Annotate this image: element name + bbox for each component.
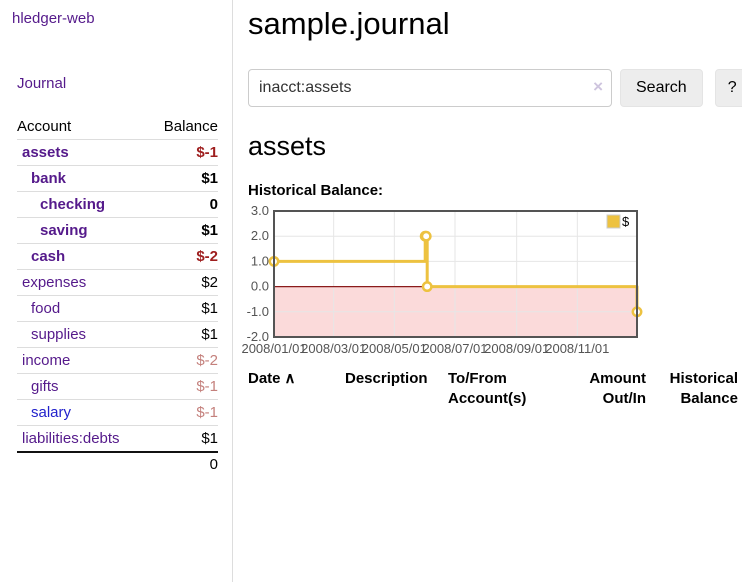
account-row: checking 0 — [17, 191, 218, 218]
x-tick-label: 2008/03/01 — [301, 341, 366, 356]
y-tick-label: 1.0 — [251, 254, 269, 269]
account-row: income $-2 — [17, 347, 218, 374]
account-balance: $2 — [148, 269, 218, 296]
register-header-historical: Historical Balance — [669, 370, 738, 408]
account-link-liabilities-debts[interactable]: liabilities:debts — [22, 430, 120, 447]
sidebar: hledger-web Journal Account Balance asse… — [0, 0, 233, 582]
sort-ascending-icon: ∧ — [284, 370, 296, 388]
account-row: bank $1 — [17, 165, 218, 192]
y-tick-label: 3.0 — [251, 203, 269, 218]
accounts-total-spacer — [17, 451, 149, 476]
x-tick-label: 2008/05/01 — [362, 341, 427, 356]
account-balance: $-1 — [148, 139, 218, 166]
account-name-cell: liabilities:debts — [17, 425, 149, 452]
account-link-checking[interactable]: checking — [40, 196, 106, 213]
chart-title: Historical Balance: — [248, 182, 384, 200]
accounts-header-account: Account — [17, 118, 72, 135]
account-heading: assets — [248, 130, 327, 161]
account-name-cell: cash — [17, 243, 149, 270]
account-name-cell: bank — [17, 165, 149, 192]
x-tick-label: 2008/09/01 — [484, 341, 549, 356]
y-tick-label: -1.0 — [247, 304, 269, 319]
historical-balance-chart[interactable]: 3.0 2.0 1.0 0.0 -1.0 -2.02008/01/012008/03/01… — [241, 203, 648, 361]
account-row: gifts $-1 — [17, 373, 218, 400]
accounts-total-value: 0 — [148, 451, 218, 476]
account-link-assets[interactable]: assets — [22, 144, 69, 161]
register-header-description: Description — [345, 370, 428, 388]
account-balance: 0 — [148, 191, 218, 218]
account-link-cash[interactable]: cash — [31, 248, 66, 265]
legend-label: $ — [622, 214, 630, 229]
account-name-cell: saving — [17, 217, 149, 244]
account-row: supplies $1 — [17, 321, 218, 348]
account-balance: $-2 — [148, 347, 218, 374]
data-point-marker[interactable] — [420, 231, 432, 242]
search-input[interactable] — [248, 68, 612, 107]
account-balance: $-1 — [148, 399, 218, 426]
search-button[interactable]: Search — [620, 68, 703, 107]
account-link-gifts[interactable]: gifts — [31, 378, 59, 395]
accounts-table-body: assets $-1 bank $1 checking 0 saving $1 cash $-2 e… — [17, 139, 218, 452]
account-name-cell: gifts — [17, 373, 149, 400]
register-header-row: Date ∧ Description To/From Account(s) Amo… — [248, 367, 738, 417]
account-balance: $1 — [148, 321, 218, 348]
x-tick-label: 2008/07/01 — [422, 341, 487, 356]
y-tick-label: 0.0 — [251, 279, 269, 294]
account-link-expenses[interactable]: expenses — [22, 274, 87, 291]
account-name-cell: food — [17, 295, 149, 322]
clear-search-icon[interactable]: × — [593, 76, 603, 96]
help-button[interactable]: ? — [714, 68, 742, 107]
account-name-cell: income — [17, 347, 149, 374]
register-header-date[interactable]: Date ∧ — [248, 367, 345, 417]
register-header-date-label: Date — [248, 370, 281, 388]
account-row: food $1 — [17, 295, 218, 322]
account-row: liabilities:debts $1 — [17, 425, 218, 452]
register-header-amount: Amount Out/In — [589, 370, 646, 408]
account-row: salary $-1 — [17, 399, 218, 426]
account-balance: $-1 — [148, 373, 218, 400]
search-bar: × Search ? — [248, 68, 742, 107]
accounts-header-balance: Balance — [163, 118, 218, 135]
account-row: cash $-2 — [17, 243, 218, 270]
accounts-table: Account Balance assets $-1 bank $1 checking 0… — [17, 115, 218, 476]
legend-swatch — [606, 214, 621, 229]
x-tick-label: 2008/01/01 — [241, 341, 306, 356]
app-title-link[interactable]: hledger-web — [12, 10, 95, 27]
sidebar-item-journal[interactable]: Journal — [17, 75, 67, 92]
account-row: saving $1 — [17, 217, 218, 244]
register-table: Date ∧ Description To/From Account(s) Amo… — [248, 367, 738, 417]
accounts-table-header-row: Account Balance — [17, 115, 218, 140]
account-name-cell: assets — [17, 139, 149, 166]
account-name-cell: expenses — [17, 269, 149, 296]
main-content: sample.journal × Search ? assets Histori… — [233, 0, 742, 582]
page-title: sample.journal — [248, 6, 450, 41]
account-link-supplies[interactable]: supplies — [31, 326, 87, 343]
account-link-bank[interactable]: bank — [31, 170, 67, 187]
y-tick-label: -2.0 — [247, 329, 269, 344]
account-link-salary[interactable]: salary — [31, 404, 72, 421]
account-name-cell: checking — [17, 191, 149, 218]
account-row: assets $-1 — [17, 139, 218, 166]
y-tick-label: 2.0 — [251, 229, 269, 244]
plot-border — [273, 210, 638, 339]
account-name-cell: salary — [17, 399, 149, 426]
account-name-cell: supplies — [17, 321, 149, 348]
account-balance: $1 — [148, 295, 218, 322]
search-input-wrap: × — [248, 68, 612, 107]
account-balance: $1 — [148, 425, 218, 452]
x-tick-label: 2008/11/01 — [545, 341, 609, 356]
account-link-income[interactable]: income — [22, 352, 71, 369]
accounts-total-row: 0 — [17, 451, 218, 476]
register-header-accounts: To/From Account(s) — [448, 370, 527, 408]
account-balance: $1 — [148, 165, 218, 192]
account-link-saving[interactable]: saving — [40, 222, 88, 239]
data-point-marker[interactable] — [421, 281, 433, 293]
account-link-food[interactable]: food — [31, 300, 61, 317]
account-row: expenses $2 — [17, 269, 218, 296]
account-balance: $1 — [148, 217, 218, 244]
account-balance: $-2 — [148, 243, 218, 270]
